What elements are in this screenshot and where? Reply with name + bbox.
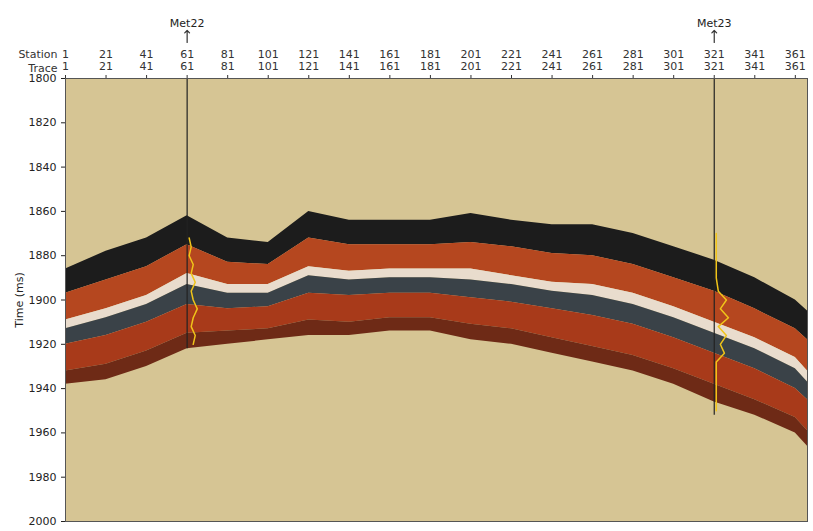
svg-text:1840: 1840 (29, 161, 57, 174)
svg-text:41: 41 (140, 48, 154, 61)
svg-text:201: 201 (460, 60, 481, 73)
svg-text:21: 21 (99, 60, 113, 73)
svg-text:Met22: Met22 (170, 17, 205, 30)
svg-text:1820: 1820 (29, 116, 57, 129)
svg-text:81: 81 (221, 60, 235, 73)
svg-text:41: 41 (140, 60, 154, 73)
svg-text:101: 101 (258, 60, 279, 73)
svg-text:61: 61 (180, 60, 194, 73)
svg-text:1: 1 (62, 60, 69, 73)
svg-text:341: 341 (744, 60, 765, 73)
svg-text:321: 321 (704, 60, 725, 73)
svg-text:181: 181 (420, 48, 441, 61)
svg-text:141: 141 (339, 60, 360, 73)
svg-text:101: 101 (258, 48, 279, 61)
svg-text:301: 301 (663, 48, 684, 61)
svg-text:241: 241 (542, 60, 563, 73)
svg-text:81: 81 (221, 48, 235, 61)
svg-text:281: 281 (623, 60, 644, 73)
svg-text:321: 321 (704, 48, 725, 61)
svg-text:341: 341 (744, 48, 765, 61)
svg-text:Trace: Trace (27, 62, 57, 75)
svg-text:281: 281 (623, 48, 644, 61)
svg-text:121: 121 (298, 60, 319, 73)
svg-text:121: 121 (298, 48, 319, 61)
svg-text:361: 361 (785, 60, 806, 73)
svg-text:1860: 1860 (29, 205, 57, 218)
svg-text:1960: 1960 (29, 426, 57, 439)
svg-text:221: 221 (501, 48, 522, 61)
svg-text:1940: 1940 (29, 382, 57, 395)
svg-text:1900: 1900 (29, 294, 57, 307)
svg-text:Met23: Met23 (697, 17, 732, 30)
svg-text:261: 261 (582, 60, 603, 73)
svg-text:301: 301 (663, 60, 684, 73)
svg-text:1800: 1800 (28, 72, 57, 85)
svg-text:1980: 1980 (29, 471, 57, 484)
svg-text:61: 61 (180, 48, 194, 61)
svg-text:221: 221 (501, 60, 522, 73)
svg-text:Station: Station (18, 48, 57, 61)
svg-text:201: 201 (460, 48, 481, 61)
svg-text:141: 141 (339, 48, 360, 61)
svg-text:1: 1 (62, 48, 69, 61)
svg-text:21: 21 (99, 48, 113, 61)
svg-text:161: 161 (379, 48, 400, 61)
svg-text:181: 181 (420, 60, 441, 73)
svg-text:1920: 1920 (29, 338, 57, 351)
svg-text:Time (ms): Time (ms) (13, 272, 26, 328)
svg-text:361: 361 (785, 48, 806, 61)
svg-text:2000: 2000 (29, 515, 57, 528)
svg-text:161: 161 (379, 60, 400, 73)
svg-text:261: 261 (582, 48, 603, 61)
svg-text:1880: 1880 (29, 249, 57, 262)
svg-text:241: 241 (542, 48, 563, 61)
